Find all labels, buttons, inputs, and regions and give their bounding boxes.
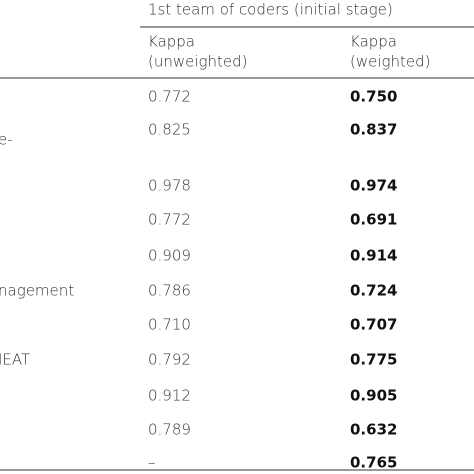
unweighted-kappa: 0.786: [148, 282, 191, 300]
row-label: e-: [0, 131, 13, 149]
weighted-kappa: 0.914: [350, 247, 397, 265]
unweighted-kappa: 0.789: [148, 421, 191, 439]
column-header: (unweighted): [148, 53, 248, 71]
unweighted-kappa: 0.912: [148, 387, 191, 405]
weighted-kappa: 0.905: [350, 387, 397, 405]
unweighted-kappa: 0.978: [148, 177, 191, 195]
column-header: Kappa: [350, 33, 397, 51]
row-label: IEAT: [0, 351, 30, 369]
unweighted-kappa: 0.909: [148, 247, 191, 265]
weighted-kappa: 0.974: [350, 177, 397, 195]
weighted-kappa: 0.775: [350, 351, 397, 369]
unweighted-kappa: 0.772: [148, 211, 191, 229]
weighted-kappa: 0.724: [350, 282, 397, 300]
row-label: nagement: [0, 282, 74, 300]
weighted-kappa: 0.765: [350, 454, 397, 472]
column-header: (weighted): [350, 53, 431, 71]
weighted-kappa: 0.750: [350, 88, 397, 106]
weighted-kappa: 0.691: [350, 211, 397, 229]
group-header: 1st team of coders (initial stage): [148, 1, 393, 19]
column-header: Kappa: [148, 33, 195, 51]
unweighted-kappa: 0.792: [148, 351, 191, 369]
weighted-kappa: 0.707: [350, 316, 397, 334]
weighted-kappa: 0.632: [350, 421, 397, 439]
unweighted-kappa: 0.825: [148, 121, 191, 139]
weighted-kappa: 0.837: [350, 121, 397, 139]
unweighted-kappa: 0.772: [148, 88, 191, 106]
unweighted-kappa: –: [148, 454, 156, 472]
unweighted-kappa: 0.710: [148, 316, 191, 334]
